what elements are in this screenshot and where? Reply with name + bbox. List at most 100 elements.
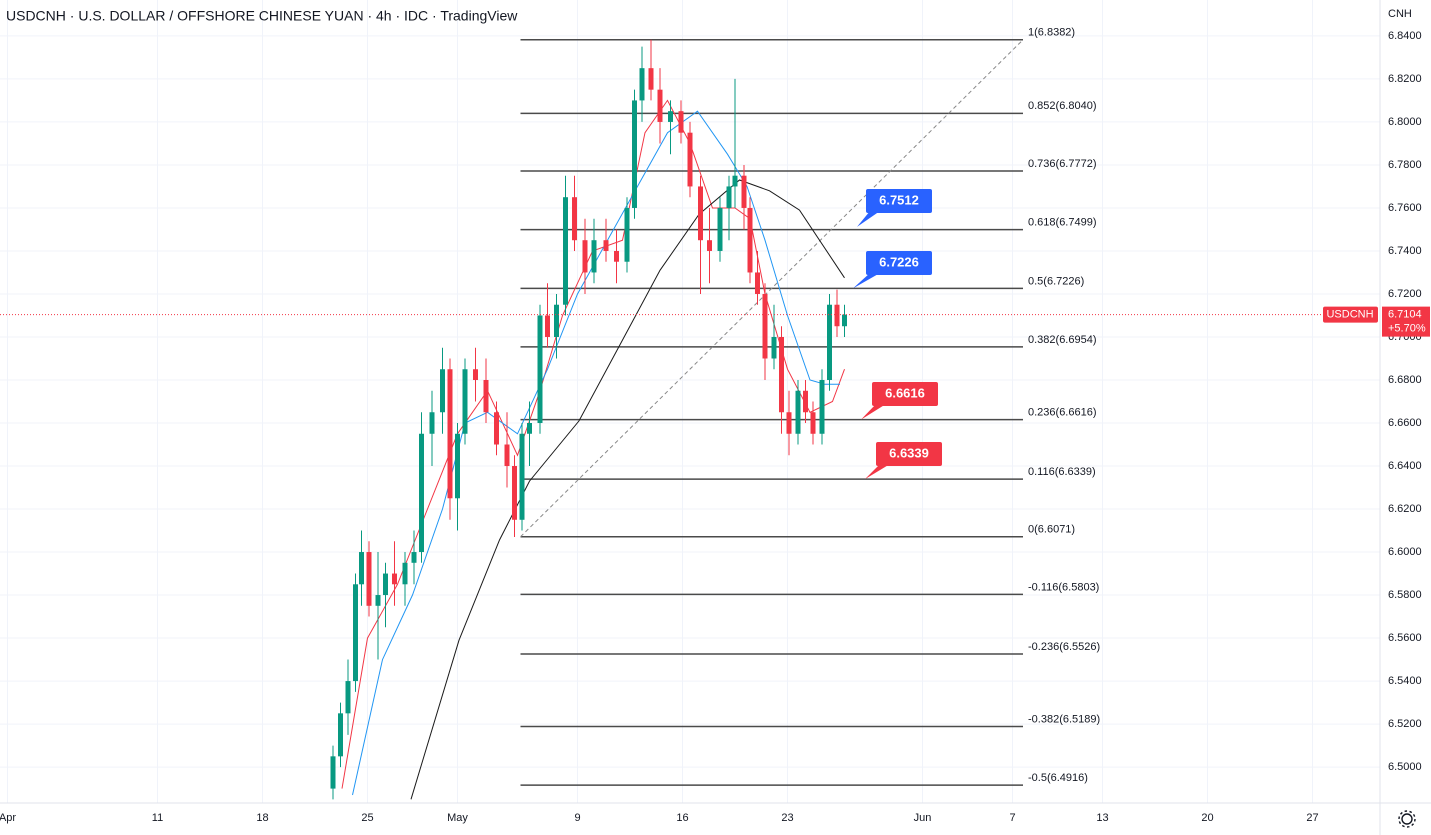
- candle-body: [803, 390, 808, 413]
- candle-body: [842, 314, 847, 327]
- fib-trend-line: [520, 39, 1024, 538]
- candle-body: [419, 433, 424, 553]
- candle-body: [504, 444, 510, 467]
- fib-label: 0.618(6.7499): [1028, 217, 1097, 229]
- callout-text: 6.7226: [879, 254, 919, 269]
- candle-body: [762, 293, 768, 359]
- candle-body: [366, 552, 372, 606]
- candle-body: [639, 68, 645, 101]
- candle-body: [572, 197, 577, 241]
- candle-body: [632, 100, 637, 208]
- y-tick-label: 6.6800: [1388, 374, 1422, 386]
- candle-body: [519, 433, 525, 520]
- candle-body: [330, 756, 336, 789]
- x-tick-label: May: [447, 812, 468, 824]
- fib-label: 0.5(6.7226): [1028, 275, 1084, 287]
- callout-box: [866, 251, 932, 275]
- candle-body: [707, 240, 712, 251]
- candle-body: [741, 175, 747, 208]
- candle-body: [678, 111, 684, 133]
- candle-body: [795, 390, 801, 434]
- chart-title: USDCNH · U.S. DOLLAR / OFFSHORE CHINESE …: [6, 8, 518, 24]
- candle-body: [698, 186, 703, 241]
- y-tick-label: 6.7600: [1388, 202, 1422, 214]
- candle-body: [827, 304, 832, 380]
- x-tick-label: 23: [781, 812, 793, 824]
- x-tick-label: Jun: [914, 812, 932, 824]
- candle-body: [462, 369, 468, 434]
- x-tick-label: 7: [1009, 812, 1015, 824]
- callout-pointer: [857, 211, 880, 227]
- callout-text: 6.6339: [889, 445, 929, 460]
- candle-body: [392, 573, 397, 585]
- axes: 6.8400 6.8200 6.8000 6.7800 6.7600 6.7400 6.72…: [0, 30, 1430, 824]
- candle-body: [624, 207, 630, 262]
- candle-body: [779, 336, 784, 413]
- y-tick-label: 6.5200: [1388, 718, 1422, 730]
- candle-body: [353, 584, 358, 682]
- callout-pointer: [853, 273, 880, 289]
- candle-body: [582, 240, 588, 273]
- y-tick-label: 6.5400: [1388, 675, 1422, 687]
- candle-body: [668, 111, 673, 122]
- fib-label: -0.382(6.5189): [1028, 713, 1100, 725]
- x-tick-label: 9: [574, 812, 580, 824]
- fib-label: -0.236(6.5526): [1028, 641, 1100, 653]
- y-tick-label: 6.7200: [1388, 288, 1422, 300]
- candle-body: [512, 466, 517, 520]
- candle-body: [345, 681, 351, 714]
- x-tick-label: 27: [1306, 812, 1318, 824]
- settings-icon[interactable]: [1398, 810, 1416, 828]
- candle-body: [554, 304, 559, 337]
- fib-label: 0.236(6.6616): [1028, 406, 1097, 418]
- y-tick-label: 6.6000: [1388, 546, 1422, 558]
- callout-box: [872, 382, 938, 406]
- candle-body: [527, 423, 532, 434]
- x-tick-label: 20: [1201, 812, 1213, 824]
- price-tag-change: +5.70%: [1388, 323, 1426, 335]
- y-tick-label: 6.5800: [1388, 589, 1422, 601]
- y-tick-label: 6.5000: [1388, 761, 1422, 773]
- moving-average: [410, 179, 845, 800]
- x-tick-label: Apr: [0, 812, 16, 824]
- y-tick-label: 6.7400: [1388, 245, 1422, 257]
- callout-pointer: [865, 464, 890, 480]
- candle-body: [359, 552, 364, 585]
- candle-body: [747, 207, 753, 273]
- candle-body: [455, 433, 460, 499]
- candle-body: [771, 336, 777, 359]
- candle-body: [411, 552, 417, 563]
- candle-body: [614, 250, 619, 262]
- y-tick-label: 6.6600: [1388, 417, 1422, 429]
- price-tag: [1382, 306, 1430, 337]
- candle-body: [810, 412, 816, 434]
- callout-pointer: [861, 404, 886, 420]
- y-tick-label: 6.8200: [1388, 73, 1422, 85]
- y-tick-label: 6.6200: [1388, 503, 1422, 515]
- candle-body: [537, 315, 543, 424]
- symbol-tag: [1323, 306, 1378, 323]
- candle-body: [375, 595, 381, 606]
- candle-body: [591, 240, 597, 273]
- callout-box: [876, 442, 942, 466]
- fib-label: -0.5(6.4916): [1028, 772, 1088, 784]
- y-tick-label: 6.8400: [1388, 30, 1422, 42]
- candle-body: [338, 713, 343, 757]
- fib-label: 0.736(6.7772): [1028, 158, 1097, 170]
- currency: CNH: [1388, 8, 1412, 20]
- candle-body: [687, 132, 693, 187]
- moving-average: [352, 110, 840, 796]
- candle-body: [473, 369, 478, 380]
- x-tick-label: 11: [152, 812, 163, 824]
- fib-label: -0.116(6.5803): [1028, 581, 1099, 593]
- callout-text: 6.7512: [879, 192, 919, 207]
- x-tick-label: 13: [1096, 812, 1108, 824]
- callout-box: [866, 189, 932, 213]
- candle-body: [726, 186, 732, 208]
- symbol-tag-text: USDCNH: [1326, 309, 1373, 321]
- candle-body: [648, 68, 654, 90]
- fib-label: 0(6.6071): [1028, 524, 1075, 536]
- callout-text: 6.6616: [885, 385, 925, 400]
- candle-body: [440, 369, 445, 413]
